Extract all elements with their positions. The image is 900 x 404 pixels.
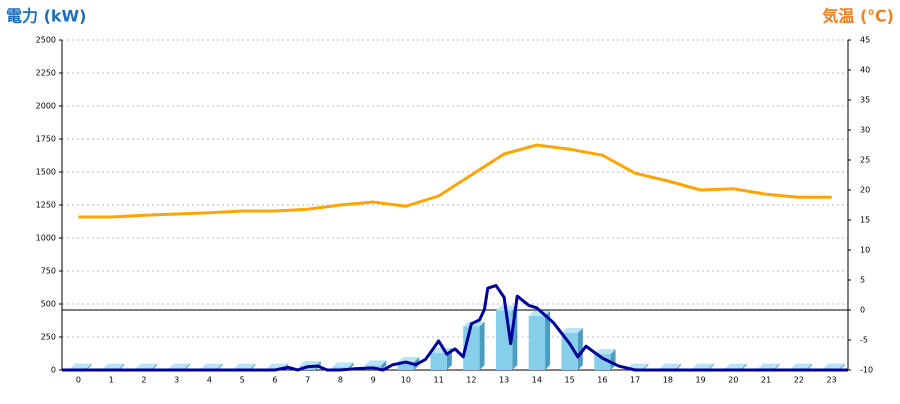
y2-tick-label: 30 xyxy=(860,126,870,135)
x-tick-label: 15 xyxy=(565,376,575,385)
y2-tick-label: 25 xyxy=(860,156,870,165)
bar-side xyxy=(807,363,813,370)
bar-side xyxy=(643,363,649,370)
y-tick-label: 1250 xyxy=(36,201,56,210)
y2-tick-label: 45 xyxy=(860,36,870,45)
bar-top xyxy=(561,328,583,334)
bar-top xyxy=(135,363,158,369)
x-tick-label: 3 xyxy=(174,376,179,385)
bar xyxy=(430,352,447,370)
bar-top xyxy=(70,363,92,369)
bar-side xyxy=(119,363,125,370)
bar-top xyxy=(725,363,747,369)
y2-tick-label: 15 xyxy=(860,216,870,225)
y-tick-label: 1000 xyxy=(36,234,56,243)
x-tick-label: 20 xyxy=(728,376,738,385)
y-tick-label: 2000 xyxy=(36,102,56,111)
x-tick-label: 21 xyxy=(761,376,771,385)
y2-tick-label: 5 xyxy=(860,276,865,285)
y2-tick-label: 35 xyxy=(860,96,870,105)
y2-axis-title: 気温 (℃) xyxy=(822,7,894,26)
bar-side xyxy=(381,360,387,370)
x-tick-label: 1 xyxy=(109,376,114,385)
bar-top xyxy=(102,363,125,369)
y2-tick-label: -10 xyxy=(860,366,873,375)
y-tick-label: 1500 xyxy=(36,168,56,177)
x-tick-label: 9 xyxy=(371,376,376,385)
bar-top xyxy=(332,362,354,368)
x-tick-label: 16 xyxy=(597,376,607,385)
bar-top xyxy=(201,363,223,369)
bar-side xyxy=(250,363,256,370)
bar xyxy=(594,354,611,370)
bar-top xyxy=(692,363,714,369)
y2-tick-label: 20 xyxy=(860,186,870,195)
y2-tick-label: 0 xyxy=(860,306,865,315)
x-tick-label: 14 xyxy=(532,376,542,385)
bar-side xyxy=(839,363,845,370)
y-tick-label: 1750 xyxy=(36,135,56,144)
x-tick-label: 22 xyxy=(794,376,804,385)
bar-top xyxy=(233,363,256,369)
bar-side xyxy=(676,363,682,370)
line xyxy=(78,143,832,219)
x-tick-label: 6 xyxy=(272,376,277,385)
y2-tick-label: -5 xyxy=(860,336,868,345)
x-tick-label: 0 xyxy=(76,376,81,385)
x-tick-label: 10 xyxy=(401,376,411,385)
bar-top xyxy=(659,363,682,369)
x-tick-label: 4 xyxy=(207,376,212,385)
bar-side xyxy=(479,321,485,370)
bar-side xyxy=(741,363,747,370)
x-tick-label: 7 xyxy=(305,376,310,385)
y-tick-label: 250 xyxy=(41,333,56,342)
bar xyxy=(528,315,546,370)
y-tick-label: 2250 xyxy=(36,69,56,78)
x-tick-label: 2 xyxy=(141,376,146,385)
bar-top xyxy=(790,363,813,369)
x-tick-label: 17 xyxy=(630,376,640,385)
bar-top xyxy=(757,363,780,369)
y-tick-label: 500 xyxy=(41,300,56,309)
bar-side xyxy=(577,328,583,370)
line xyxy=(62,284,848,372)
bar xyxy=(561,333,578,370)
x-tick-label: 13 xyxy=(499,376,509,385)
bar-side xyxy=(152,363,158,370)
x-tick-label: 19 xyxy=(696,376,706,385)
y2-tick-label: 10 xyxy=(860,246,870,255)
bar xyxy=(397,362,415,370)
bar-top xyxy=(397,357,420,363)
bar-side xyxy=(86,363,92,370)
y-tick-label: 2500 xyxy=(36,36,56,45)
bar-top xyxy=(594,349,616,355)
bar-side xyxy=(217,363,223,370)
x-tick-label: 11 xyxy=(434,376,444,385)
bar-side xyxy=(184,363,190,370)
bar-top xyxy=(168,363,190,369)
y-tick-label: 750 xyxy=(41,267,56,276)
x-tick-label: 23 xyxy=(827,376,837,385)
y2-tick-label: 40 xyxy=(860,66,870,75)
y-axis-title: 電力 (kW) xyxy=(6,7,87,26)
y-tick-label: 0 xyxy=(51,366,56,375)
bar-side xyxy=(545,310,551,370)
x-tick-label: 8 xyxy=(338,376,343,385)
bar-side xyxy=(774,363,780,370)
x-tick-label: 5 xyxy=(240,376,245,385)
bar-top xyxy=(626,363,649,369)
x-tick-label: 18 xyxy=(663,376,673,385)
bar-top xyxy=(823,363,845,369)
bar-top xyxy=(364,360,387,366)
x-tick-label: 12 xyxy=(466,376,476,385)
bar-side xyxy=(708,363,714,370)
